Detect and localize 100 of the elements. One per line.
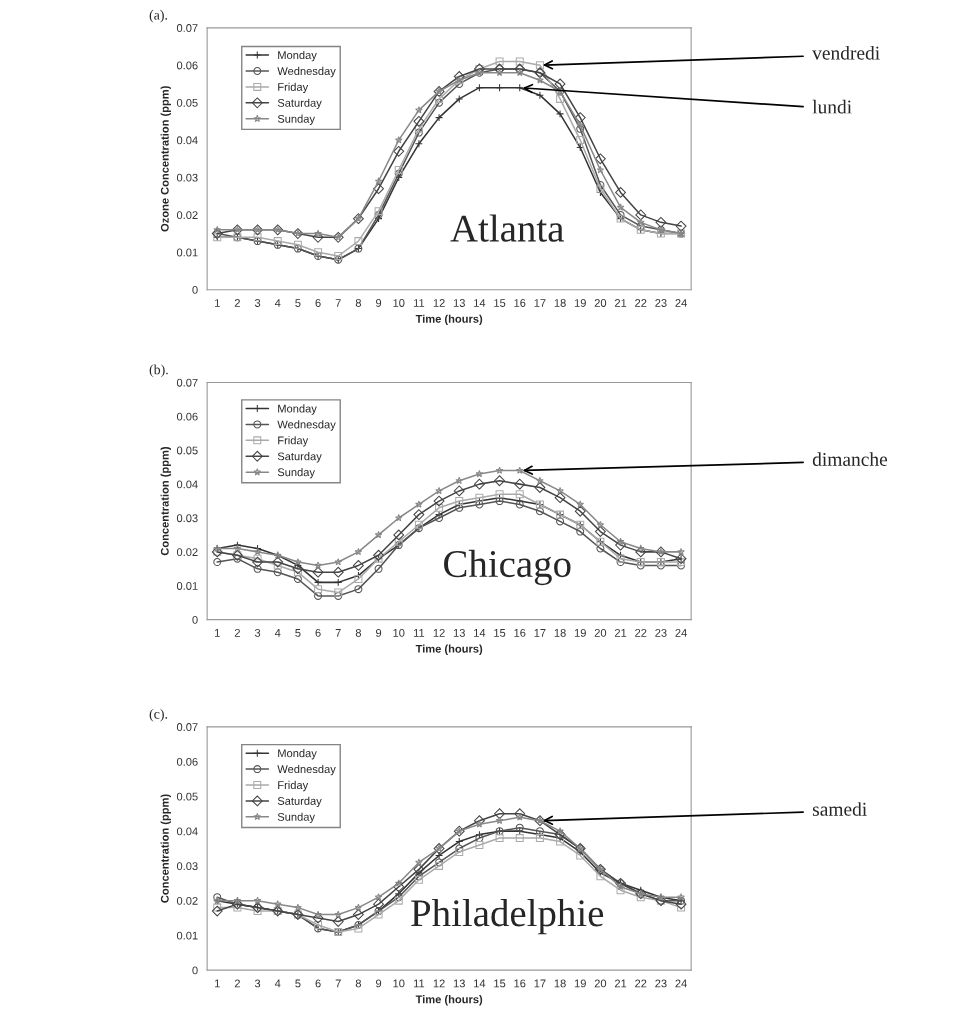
x-tick-label: 17: [534, 629, 546, 637]
x-tick-label: 17: [534, 979, 546, 988]
x-tick-label: 15: [494, 629, 506, 637]
x-tick-label: 1: [214, 979, 220, 988]
x-tick-label: 17: [534, 299, 546, 307]
legend-label: Saturday: [277, 98, 322, 110]
x-tick-label: 8: [355, 628, 362, 637]
legend-label: Saturday: [277, 796, 322, 808]
y-tick-label: 0.06: [176, 757, 198, 766]
chart-title: (c).: [149, 708, 168, 722]
annotation: dimanche: [812, 452, 888, 466]
x-tick-label: 16: [514, 299, 526, 307]
x-tick-label: 20: [594, 979, 607, 988]
x-tick-label: 10: [393, 979, 405, 988]
y-tick-label: 0.02: [176, 548, 198, 557]
x-tick-label: 9: [376, 979, 382, 988]
x-tick-label: 2: [234, 628, 240, 637]
legend-label: Monday: [278, 404, 317, 415]
x-tick-label: 3: [254, 628, 261, 637]
y-tick-label: 0.02: [176, 211, 198, 220]
annotation: Atlanta: [450, 214, 564, 242]
legend-label: Friday: [278, 436, 309, 447]
x-tick-label: 11: [413, 979, 425, 988]
y-tick-label: 0.06: [176, 61, 198, 70]
x-tick-label: 21: [614, 979, 627, 988]
x-tick-label: 14: [474, 629, 486, 637]
legend-label: Monday: [278, 749, 317, 760]
x-tick-label: 8: [355, 979, 362, 988]
x-tick-label: 24: [675, 979, 687, 988]
y-tick-label: 0.04: [176, 480, 198, 489]
y-tick-label: 0.02: [176, 896, 198, 905]
x-tick-label: 9: [376, 299, 382, 307]
x-tick-label: 20: [594, 628, 607, 637]
chart-title: (b).: [149, 364, 168, 378]
x-tick-label: 15: [494, 299, 506, 307]
x-tick-label: 10: [393, 628, 405, 637]
x-tick-label: 5: [295, 979, 301, 988]
y-tick-label: 0.06: [176, 412, 198, 421]
y-tick-label: 0.07: [176, 378, 198, 387]
annotation: samedi: [812, 802, 867, 816]
x-tick-label: 2: [234, 299, 240, 307]
annotation: lundi: [812, 99, 852, 114]
y-tick-label: 0.03: [176, 173, 198, 182]
x-tick-label: 13: [453, 979, 465, 988]
x-tick-label: 21: [614, 299, 627, 307]
legend-label: Wednesday: [277, 66, 336, 78]
x-tick-label: 3: [254, 979, 261, 988]
legend-label: Sunday: [277, 812, 315, 824]
x-tick-label: 22: [635, 979, 647, 988]
x-tick-label: 1: [214, 629, 220, 637]
y-axis-title: Concentration (ppm): [160, 794, 171, 903]
y-tick-label: 0: [192, 966, 198, 975]
x-tick-label: 18: [554, 299, 566, 307]
x-tick-label: 12: [433, 299, 445, 307]
x-axis-title: Time (hours): [415, 995, 483, 1006]
y-tick-label: 0.04: [176, 827, 198, 836]
y-axis-title: Ozone Concentration (ppm): [160, 86, 171, 232]
x-tick-label: 22: [635, 299, 647, 307]
x-tick-label: 19: [574, 628, 586, 637]
y-tick-label: 0.05: [176, 792, 198, 801]
x-tick-label: 13: [453, 299, 465, 307]
x-tick-label: 2: [234, 979, 240, 988]
y-tick-label: 0.03: [176, 514, 198, 523]
x-tick-label: 4: [274, 629, 281, 637]
x-tick-label: 5: [295, 299, 301, 307]
x-tick-label: 23: [655, 299, 667, 307]
legend-label: Friday: [278, 780, 309, 792]
x-tick-label: 6: [315, 628, 321, 637]
x-tick-label: 7: [335, 299, 341, 307]
y-axis-title: Concentration (ppm): [160, 446, 171, 556]
annotation: Philadelphie: [411, 899, 604, 935]
legend-label: Wednesday: [277, 420, 336, 431]
y-tick-label: 0.07: [176, 24, 198, 32]
x-tick-label: 12: [433, 628, 445, 637]
x-axis-title: Time (hours): [415, 314, 483, 326]
x-axis-title: Time (hours): [415, 644, 483, 655]
legend-label: Friday: [278, 82, 309, 94]
x-tick-label: 6: [315, 299, 321, 307]
x-tick-label: 3: [254, 299, 261, 307]
x-tick-label: 18: [554, 628, 566, 637]
x-tick-label: 22: [635, 628, 647, 637]
x-tick-label: 23: [655, 979, 667, 988]
x-tick-label: 5: [295, 629, 301, 637]
x-tick-label: 16: [514, 979, 526, 988]
x-tick-label: 10: [393, 299, 405, 307]
x-tick-label: 19: [574, 299, 586, 307]
x-tick-label: 18: [554, 979, 566, 988]
x-tick-label: 8: [355, 299, 362, 307]
x-tick-label: 19: [574, 979, 586, 988]
x-tick-label: 14: [474, 299, 486, 307]
legend-label: Sunday: [277, 114, 315, 125]
x-tick-label: 13: [453, 628, 465, 637]
x-tick-label: 15: [494, 979, 506, 988]
x-tick-label: 7: [335, 629, 341, 637]
x-tick-label: 23: [655, 628, 667, 637]
chart-title: (a).: [149, 9, 168, 23]
x-tick-label: 21: [614, 628, 627, 637]
x-tick-label: 12: [433, 979, 445, 988]
y-tick-label: 0.03: [176, 862, 198, 871]
x-tick-label: 20: [594, 299, 607, 307]
